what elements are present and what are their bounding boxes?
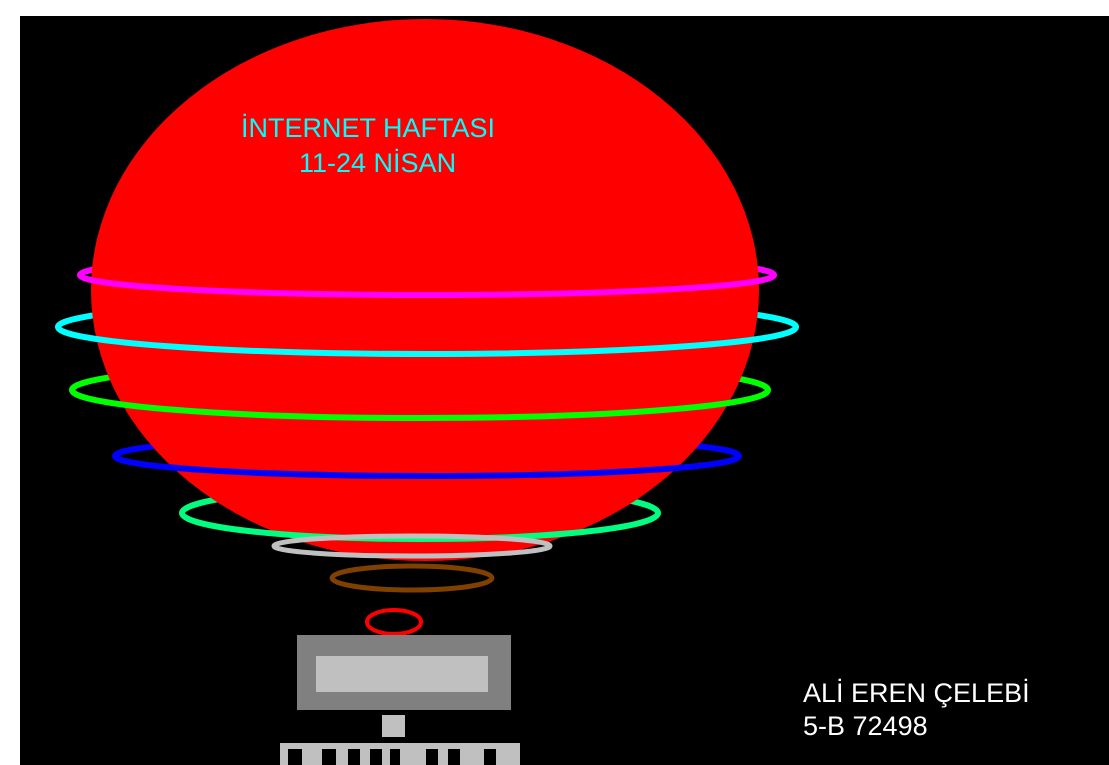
- drawing-canvas: İNTERNET HAFTASI 11-24 NİSAN ALİ EREN ÇE…: [20, 16, 1109, 765]
- monitor-screen: [316, 656, 488, 692]
- computer: [280, 635, 520, 765]
- cyan-ring-front: [55, 326, 799, 357]
- monitor-stand: [382, 715, 405, 737]
- red-signal-ring: [365, 608, 423, 636]
- silver-signal-ring: [271, 533, 553, 559]
- author-class: 5-B 72498: [803, 711, 928, 741]
- heading-line-2: 11-24 NİSAN: [299, 148, 457, 178]
- author-name: ALİ EREN ÇELEBİ: [803, 678, 1030, 708]
- green-ring-front: [69, 389, 771, 421]
- red-globe: [91, 19, 759, 561]
- rings-front: [55, 273, 799, 542]
- globe-illustration: [55, 19, 799, 765]
- brown-signal-ring: [329, 563, 495, 593]
- heading-line-1: İNTERNET HAFTASI: [241, 113, 496, 143]
- blue-ring-front: [112, 454, 742, 479]
- spring-green-ring-front: [179, 512, 661, 542]
- keyboard: [280, 743, 520, 765]
- magenta-ring-front: [77, 273, 777, 298]
